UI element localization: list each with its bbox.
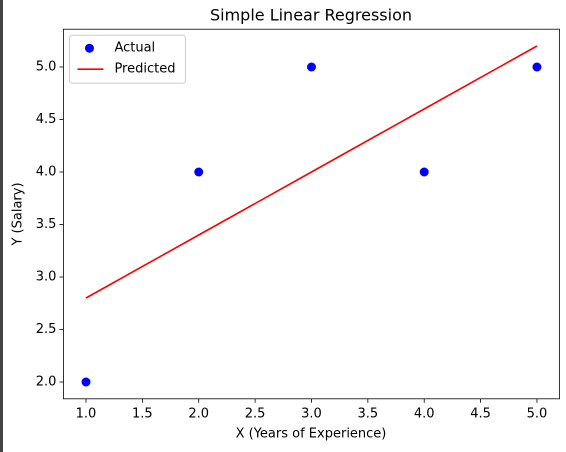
regression-line — [85, 45, 538, 299]
x-tick-label: 1.0 — [76, 406, 97, 421]
window-edge — [0, 0, 3, 452]
scatter-point — [419, 167, 429, 177]
x-tick-label: 4.5 — [470, 406, 491, 421]
x-axis-label: X (Years of Experience) — [236, 427, 387, 442]
x-tick-label: 3.5 — [358, 406, 379, 421]
legend-label: Predicted — [114, 62, 175, 77]
legend: Actual Predicted — [68, 34, 186, 84]
scatter-point — [81, 377, 91, 387]
y-tick-label: 5.0 — [36, 60, 57, 75]
legend-label: Actual — [114, 41, 155, 56]
y-tick-label: 2.0 — [36, 375, 57, 390]
x-tick-label: 4.0 — [414, 406, 435, 421]
y-tick-label: 3.5 — [36, 217, 57, 232]
y-axis-label: Y (Salary) — [11, 182, 26, 246]
y-tick-label: 4.5 — [36, 112, 57, 127]
chart-title: Simple Linear Regression — [210, 6, 412, 25]
x-tick-label: 2.0 — [188, 406, 209, 421]
plot-frame — [63, 28, 560, 400]
y-tick-label: 4.0 — [36, 165, 57, 180]
x-tick-label: 1.5 — [132, 406, 153, 421]
scatter-point — [306, 62, 316, 72]
legend-box — [68, 34, 186, 84]
scatter-point — [194, 167, 204, 177]
x-tick-label: 2.5 — [245, 406, 266, 421]
x-tick-label: 3.0 — [301, 406, 322, 421]
y-tick-label: 3.0 — [36, 270, 57, 285]
x-tick-label: 5.0 — [527, 406, 548, 421]
y-tick-label: 2.5 — [36, 322, 57, 337]
legend-marker — [84, 43, 94, 53]
scatter-point — [532, 62, 542, 72]
